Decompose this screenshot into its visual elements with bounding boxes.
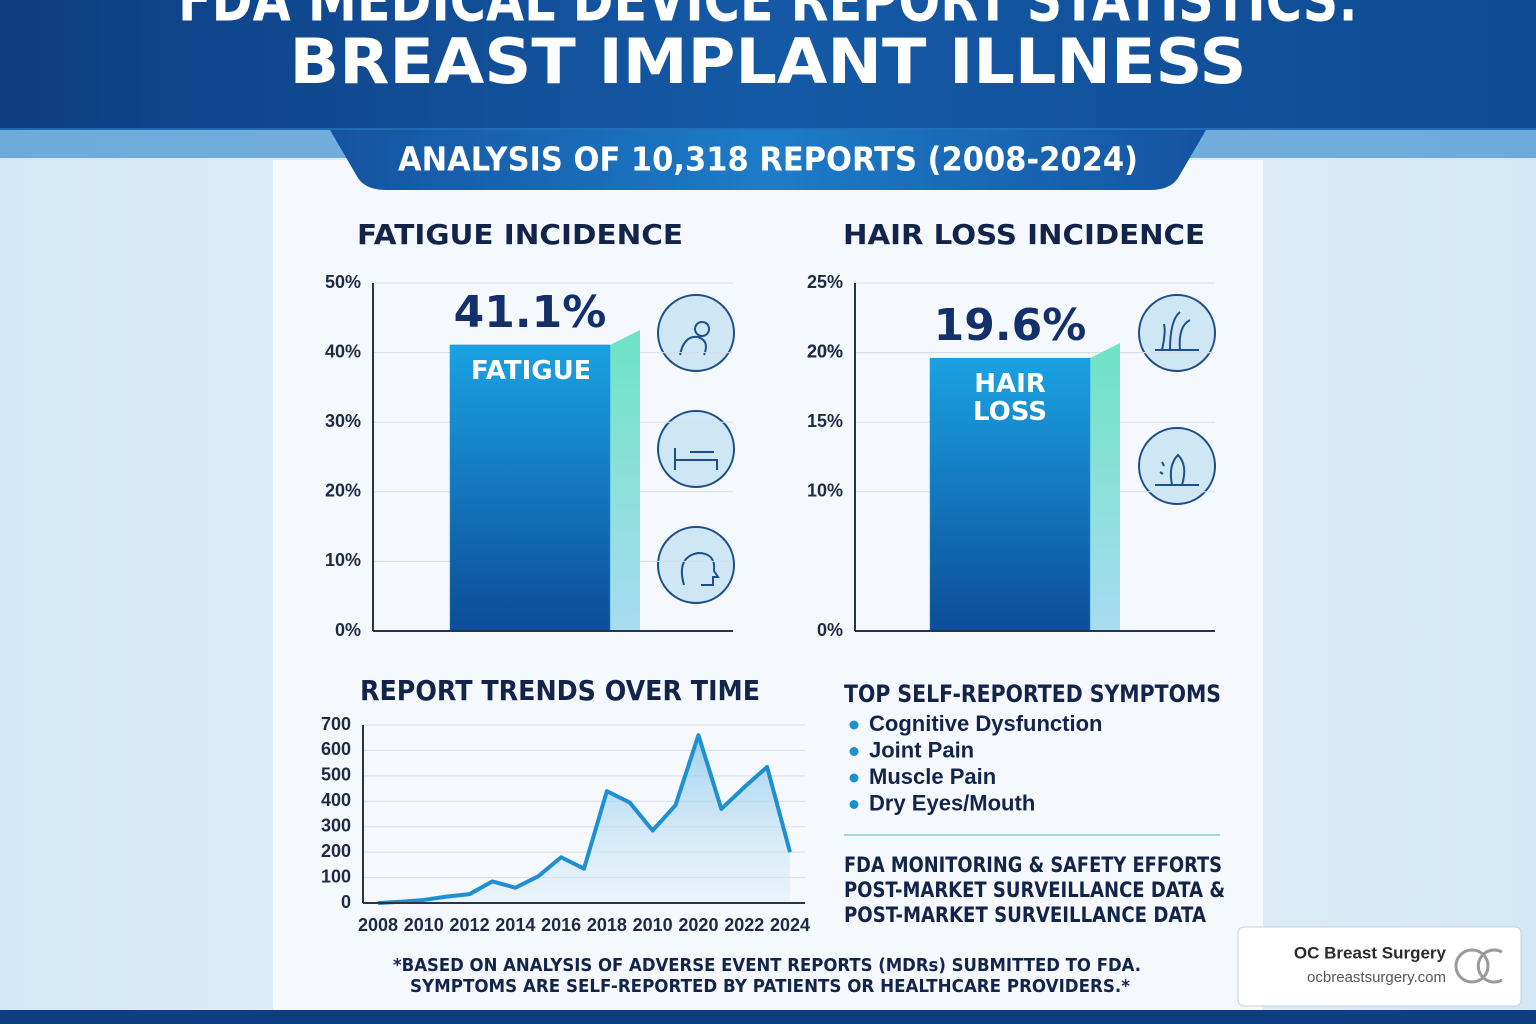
symptom: Cognitive Dysfunction [869, 711, 1102, 736]
x-tick-label: 2018 [587, 915, 627, 935]
bar [449, 344, 611, 632]
bullet [849, 747, 859, 756]
bar [929, 357, 1091, 632]
area-fill [378, 735, 790, 903]
y-tick-label: 25% [807, 272, 843, 292]
y-tick-label: 600 [321, 739, 351, 759]
y-tick-label: 700 [321, 714, 351, 734]
symptom: Muscle Pain [869, 764, 996, 789]
x-tick-label: 2014 [495, 915, 535, 935]
y-tick-label: 10% [325, 550, 361, 570]
y-tick-label: 300 [321, 815, 351, 835]
category-label: FATIGUE [471, 356, 589, 386]
subtitle-ribbon [330, 130, 1206, 190]
monitoring-line: POST-MARKET SURVEILLANCE DATA [844, 903, 1207, 927]
bullet [849, 800, 859, 809]
x-tick-label: 2010 [404, 915, 444, 935]
header-title-top: FDA MEDICAL DEVICE REPORT STATISTICS: [178, 0, 1358, 36]
header-title: BREAST IMPLANT ILLNESS [290, 25, 1247, 98]
trend-line [377, 733, 792, 905]
logo-url: ocbreastsurgery.com [1307, 969, 1446, 986]
y-tick-label: 100 [321, 866, 351, 886]
y-tick-label: 0% [335, 620, 361, 640]
bar-side [610, 329, 640, 631]
value-label: 41.1% [454, 287, 607, 338]
logo-mark [1454, 948, 1490, 984]
bullet [849, 720, 859, 730]
y-tick-label: 0% [817, 620, 843, 640]
monitoring-line: FDA MONITORING & SAFETY EFFORTS [844, 853, 1222, 877]
logo-mark [1476, 948, 1503, 984]
category-label-box: FATIGUE [471, 356, 589, 386]
category-label-box: HAIR LOSS [972, 370, 1048, 428]
icon-hair [1138, 294, 1216, 372]
icon-sleep [657, 410, 735, 488]
x-tick-label: 2010 [633, 915, 673, 935]
x-tick-label: 2008 [358, 915, 398, 935]
x-tick-label: 2024 [770, 915, 810, 935]
footnote: *BASED ON ANALYSIS OF ADVERSE EVENT REPO… [393, 955, 1141, 976]
y-tick-label: 20% [807, 341, 843, 361]
icon-brain [657, 526, 735, 604]
bar-side [1090, 343, 1120, 631]
y-tick-label: 15% [807, 411, 843, 431]
y-tick-label: 200 [321, 841, 351, 861]
y-tick-label: 40% [325, 341, 361, 361]
y-tick-label: 20% [325, 481, 361, 501]
icons [657, 294, 1216, 604]
y-tick-label: 30% [325, 411, 361, 431]
header-band [0, 0, 1536, 130]
y-tick-label: 0 [341, 892, 351, 912]
y-tick-label: 50% [325, 272, 361, 292]
y-tick-label: 10% [807, 481, 843, 501]
subtitle: ANALYSIS OF 10,318 REPORTS (2008-2024) [398, 140, 1138, 179]
chart-title: FATIGUE INCIDENCE [357, 218, 683, 251]
logo-name: OC Breast Surgery [1294, 943, 1447, 962]
category-label: HAIR LOSS [972, 370, 1048, 428]
logo-box [1237, 926, 1522, 1007]
symptom: Joint Pain [869, 737, 974, 762]
chart-title: HAIR LOSS INCIDENCE [843, 218, 1205, 251]
x-tick-label: 2022 [724, 915, 764, 935]
x-tick-label: 2016 [541, 915, 581, 935]
footer-band [0, 1010, 1536, 1024]
y-tick-label: 500 [321, 765, 351, 785]
symptoms-title: TOP SELF-REPORTED SYMPTOMS [844, 680, 1221, 708]
symptom: Dry Eyes/Mouth [869, 790, 1035, 815]
chart-title: REPORT TRENDS OVER TIME [360, 674, 760, 707]
monitoring-line: POST-MARKET SURVEILLANCE DATA & [844, 878, 1225, 902]
footnote: SYMPTOMS ARE SELF-REPORTED BY PATIENTS O… [410, 976, 1131, 997]
value-label: 19.6% [934, 300, 1087, 351]
x-tick-label: 2020 [678, 915, 718, 935]
bullet [849, 773, 859, 783]
x-tick-label: 2012 [450, 915, 490, 935]
icon-hair-loss [1138, 427, 1216, 505]
y-tick-label: 20% [807, 341, 843, 361]
y-tick-label: 400 [321, 790, 351, 810]
